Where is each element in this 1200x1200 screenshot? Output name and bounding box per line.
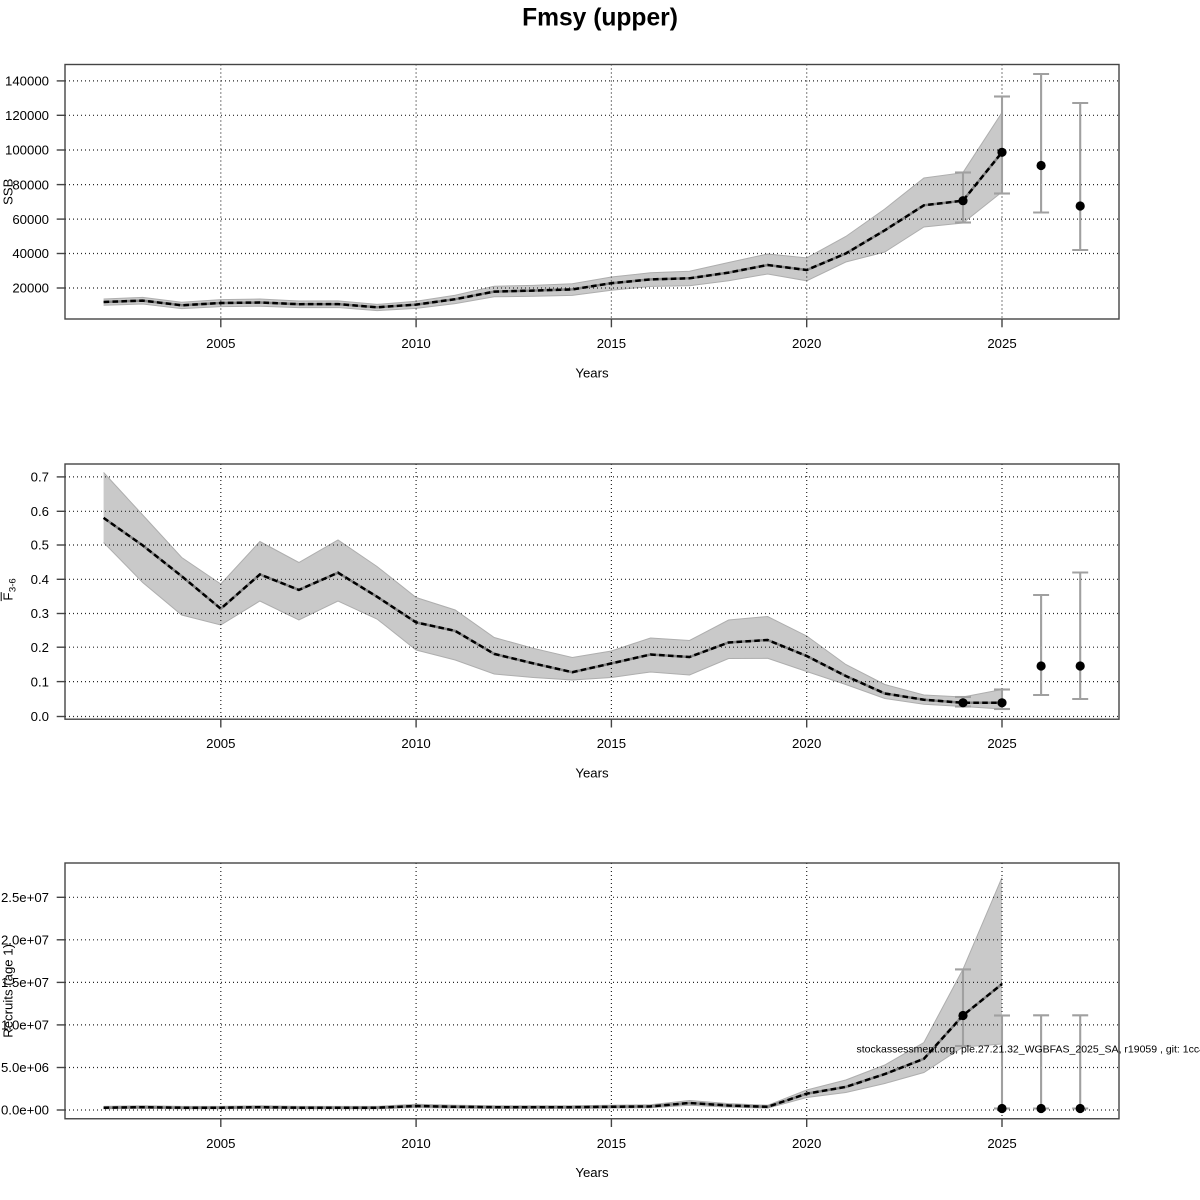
svg-text:0.0e+00: 0.0e+00 <box>1 1103 49 1118</box>
svg-text:2025: 2025 <box>987 736 1016 751</box>
svg-text:Years: Years <box>575 766 609 781</box>
svg-text:2015: 2015 <box>597 736 626 751</box>
svg-text:0.3: 0.3 <box>31 606 49 621</box>
svg-text:2010: 2010 <box>401 336 430 351</box>
svg-text:60000: 60000 <box>12 212 49 227</box>
svg-text:2005: 2005 <box>206 336 235 351</box>
svg-text:40000: 40000 <box>12 246 49 261</box>
svg-text:0.4: 0.4 <box>31 572 49 587</box>
svg-text:F: F <box>1 593 16 601</box>
svg-text:2.5e+07: 2.5e+07 <box>1 890 49 905</box>
svg-text:SSB: SSB <box>1 178 16 205</box>
svg-text:2010: 2010 <box>401 1136 430 1151</box>
svg-text:20000: 20000 <box>12 281 49 296</box>
svg-text:0.5: 0.5 <box>31 538 49 553</box>
svg-text:2020: 2020 <box>792 736 821 751</box>
svg-text:stockassessment.org, ple.27.21: stockassessment.org, ple.27.21.32_WGBFAS… <box>857 1044 1200 1056</box>
svg-text:2.0e+07: 2.0e+07 <box>1 933 49 948</box>
svg-text:2025: 2025 <box>987 336 1016 351</box>
svg-text:2005: 2005 <box>206 736 235 751</box>
svg-text:2025: 2025 <box>987 1136 1016 1151</box>
svg-text:2020: 2020 <box>792 336 821 351</box>
svg-text:3-6: 3-6 <box>7 578 18 592</box>
svg-text:2010: 2010 <box>401 736 430 751</box>
svg-text:0.7: 0.7 <box>31 470 49 485</box>
svg-text:2020: 2020 <box>792 1136 821 1151</box>
svg-text:2015: 2015 <box>597 1136 626 1151</box>
svg-text:0.1: 0.1 <box>31 674 49 689</box>
svg-text:Recruits (age 1): Recruits (age 1) <box>1 944 16 1038</box>
svg-text:Years: Years <box>575 365 609 380</box>
svg-text:0.6: 0.6 <box>31 504 49 519</box>
svg-text:Fmsy (upper): Fmsy (upper) <box>522 5 678 32</box>
svg-text:140000: 140000 <box>5 74 49 89</box>
svg-text:5.0e+06: 5.0e+06 <box>1 1060 49 1075</box>
svg-text:2005: 2005 <box>206 1136 235 1151</box>
svg-text:2015: 2015 <box>597 336 626 351</box>
svg-text:0.0: 0.0 <box>31 709 49 724</box>
svg-text:100000: 100000 <box>5 143 49 158</box>
svg-text:1.0e+07: 1.0e+07 <box>1 1018 49 1033</box>
svg-text:0.2: 0.2 <box>31 640 49 655</box>
svg-text:Years: Years <box>575 1165 609 1180</box>
svg-text:120000: 120000 <box>5 108 49 123</box>
svg-text:80000: 80000 <box>12 177 49 192</box>
svg-text:1.5e+07: 1.5e+07 <box>1 975 49 990</box>
